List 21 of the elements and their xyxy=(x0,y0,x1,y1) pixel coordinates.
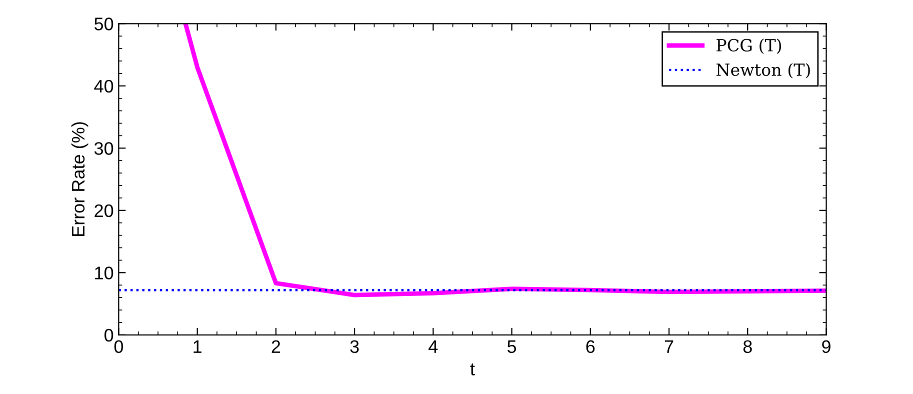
legend-label: Newton (T) xyxy=(716,63,810,78)
x-axis-title: t xyxy=(470,364,475,376)
x-tick-label: 4 xyxy=(428,340,438,353)
x-tick-label: 8 xyxy=(743,340,752,354)
x-tick-label: 1 xyxy=(194,340,202,353)
x-tick-label: 5 xyxy=(507,340,516,354)
y-tick-label: 0 xyxy=(104,328,114,342)
x-tick-label: 6 xyxy=(586,340,595,354)
y-tick-label: 10 xyxy=(95,266,114,280)
y-axis-title: Error Rate (%) xyxy=(71,122,88,236)
x-tick-label: 3 xyxy=(350,340,359,354)
line-series xyxy=(183,24,826,298)
x-tick-label: 7 xyxy=(664,340,674,353)
y-tick-label: 50 xyxy=(94,18,114,30)
x-tick-label: 9 xyxy=(822,340,830,354)
y-tick-label: 30 xyxy=(94,142,114,155)
x-tick-label: 2 xyxy=(272,340,280,353)
y-tick-label: 40 xyxy=(94,80,114,93)
y-tick-label: 20 xyxy=(94,204,114,218)
x-tick-label: 0 xyxy=(114,340,124,354)
legend-label: PCG (T) xyxy=(716,38,782,54)
